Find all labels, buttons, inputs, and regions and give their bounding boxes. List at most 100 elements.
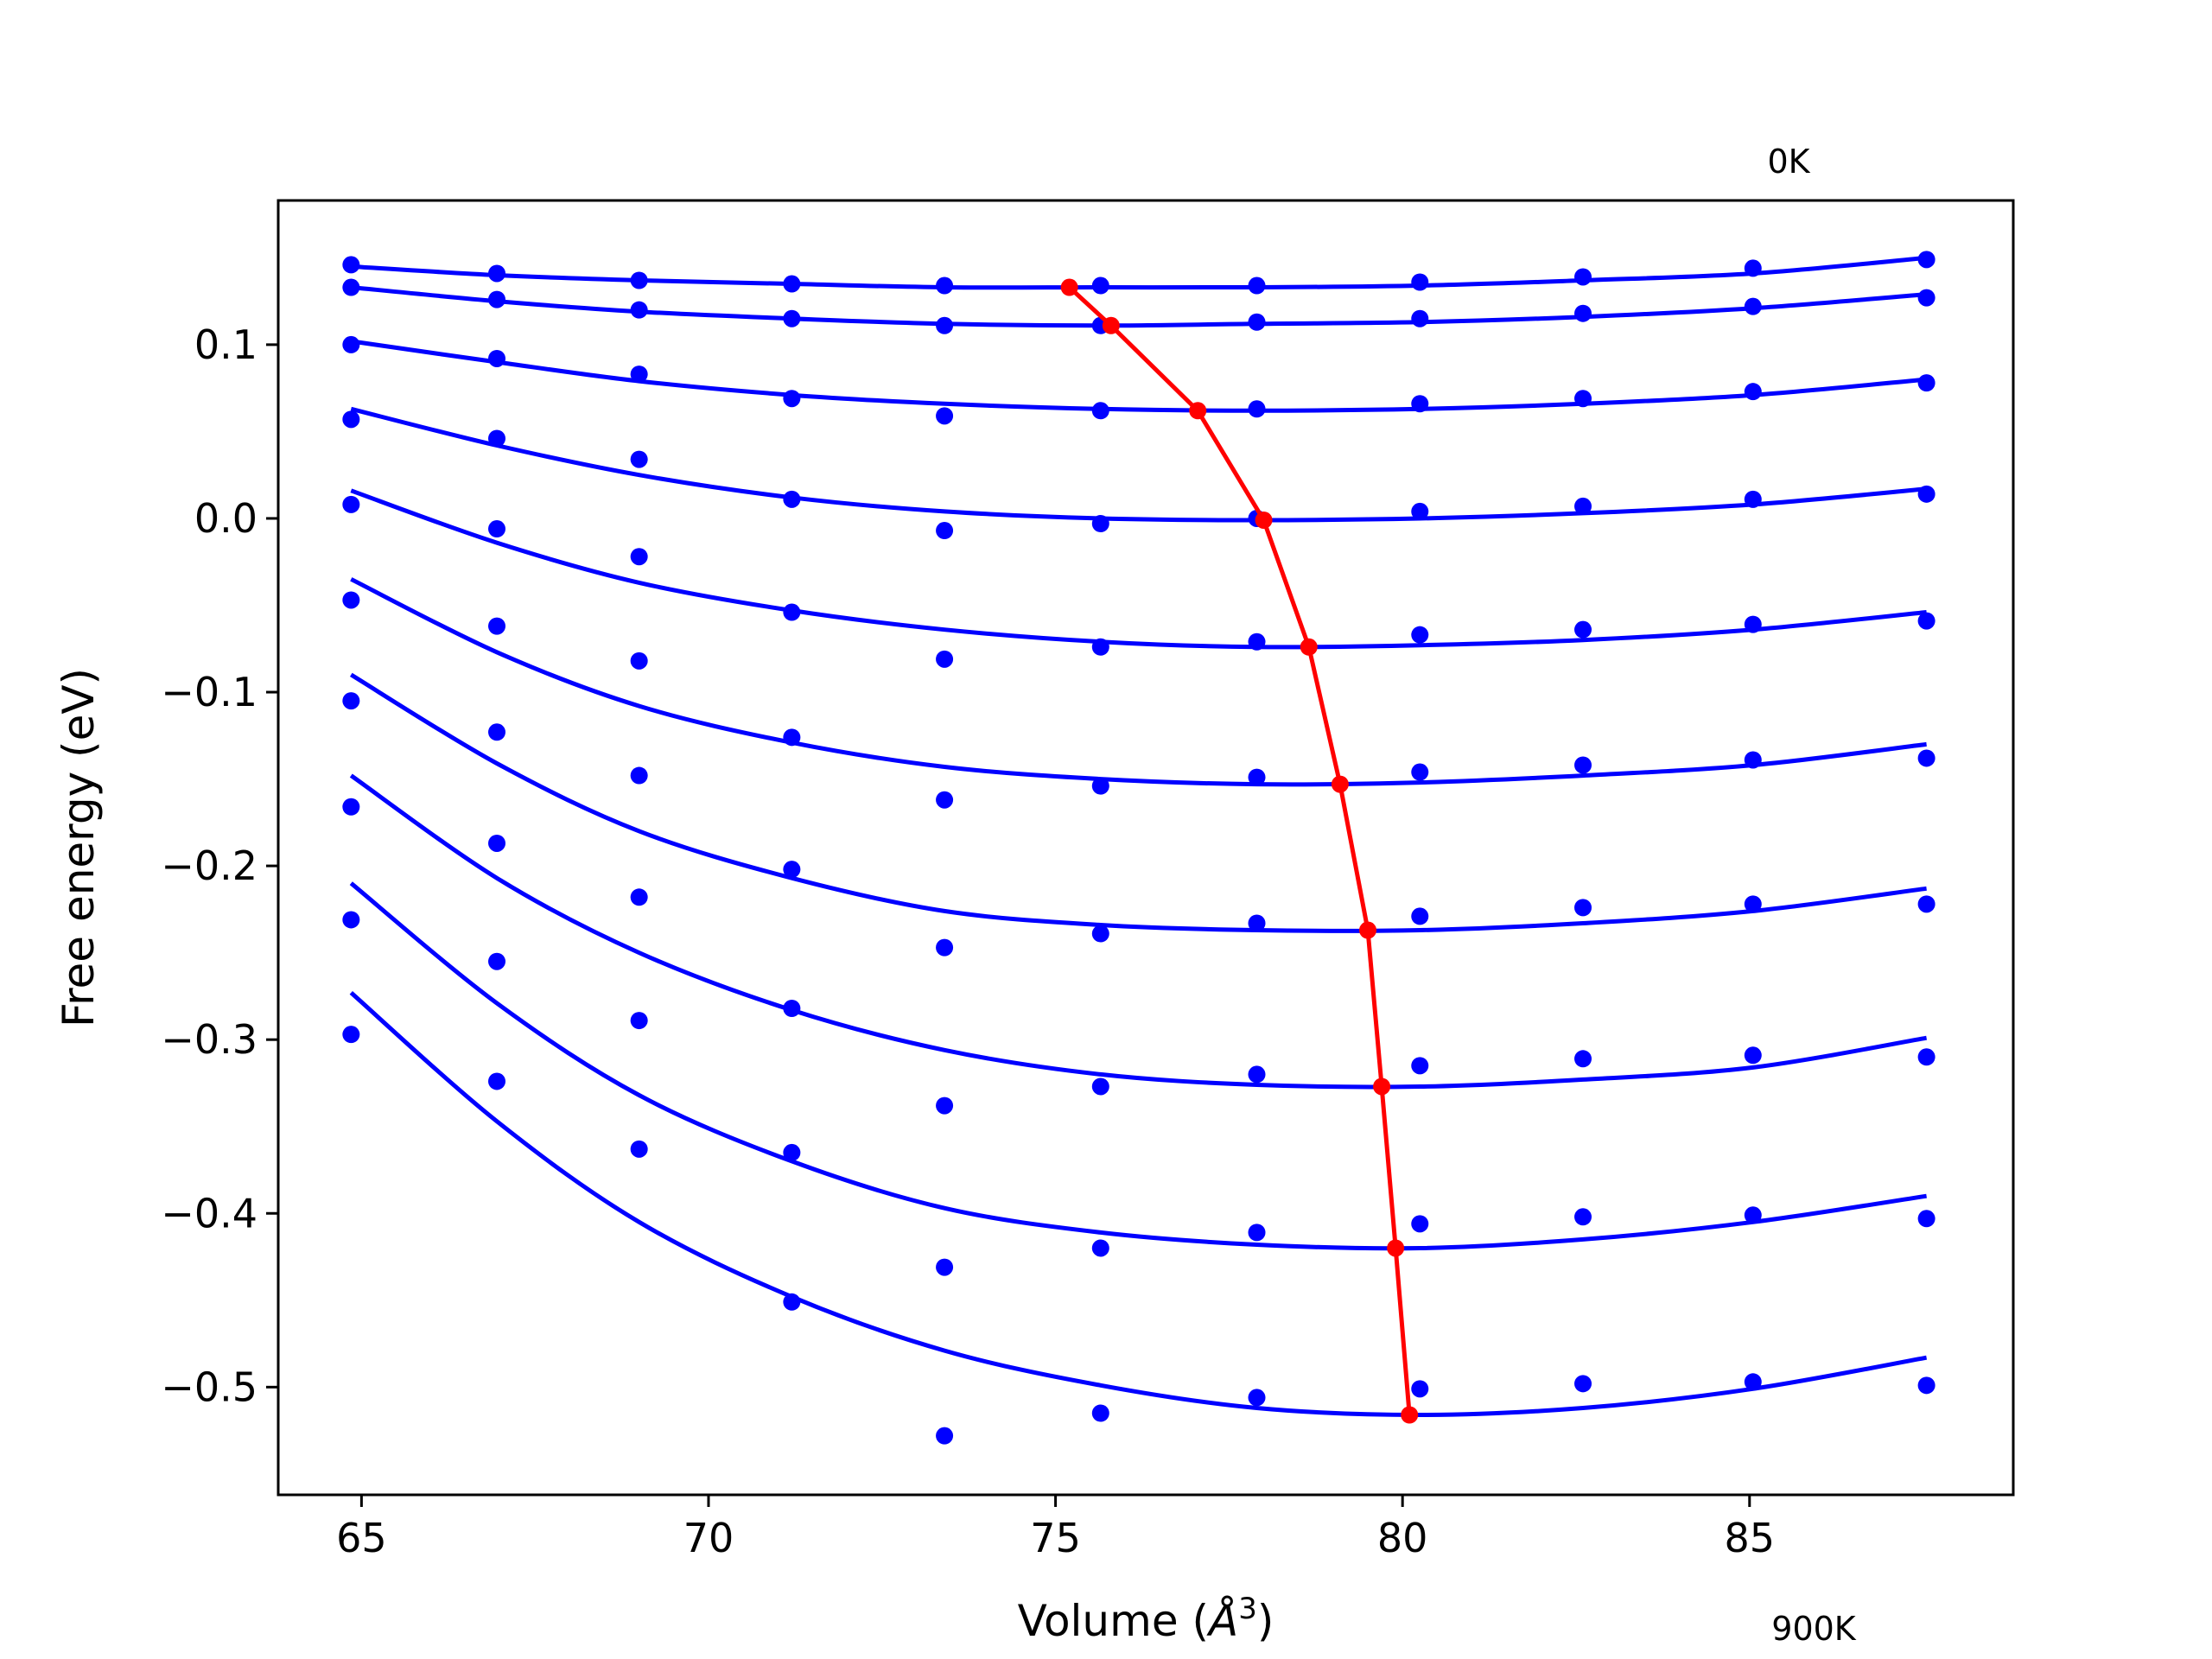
- annotation-0k: 0K: [1767, 143, 1810, 181]
- data-point-8-0: [342, 911, 360, 929]
- data-point-9-3: [783, 1293, 801, 1311]
- data-point-9-5: [1091, 1404, 1109, 1422]
- fit-curve-8: [349, 881, 1927, 1251]
- data-point-0-7: [1411, 273, 1429, 291]
- data-point-6-4: [936, 938, 954, 957]
- data-point-3-7: [1411, 502, 1429, 520]
- data-point-7-10: [1917, 1048, 1936, 1066]
- data-point-2-0: [342, 335, 360, 353]
- data-point-2-7: [1411, 395, 1429, 413]
- data-point-9-6: [1248, 1389, 1266, 1407]
- data-point-9-2: [630, 1140, 648, 1158]
- data-point-5-2: [630, 652, 648, 670]
- data-point-5-6: [1248, 768, 1266, 786]
- data-point-6-9: [1744, 895, 1762, 913]
- data-point-0-0: [342, 256, 360, 274]
- data-point-7-7: [1411, 1057, 1429, 1075]
- minimum-point-6: [1359, 921, 1377, 939]
- data-point-2-2: [630, 365, 648, 384]
- data-point-8-3: [783, 1143, 801, 1161]
- data-point-4-8: [1574, 620, 1592, 639]
- data-point-7-8: [1574, 1050, 1592, 1068]
- data-point-0-8: [1574, 268, 1592, 286]
- data-point-0-6: [1248, 276, 1266, 295]
- data-point-8-2: [630, 1012, 648, 1030]
- data-point-6-10: [1917, 895, 1936, 913]
- data-point-4-4: [936, 650, 954, 668]
- data-point-0-1: [488, 264, 506, 283]
- data-point-5-1: [488, 617, 506, 635]
- data-point-6-1: [488, 723, 506, 741]
- y-tick-label-0: 0.1: [194, 321, 257, 368]
- data-point-8-10: [1917, 1210, 1936, 1228]
- minimum-point-3: [1255, 511, 1273, 529]
- plot-area: [342, 251, 1936, 1445]
- data-point-0-9: [1744, 259, 1762, 277]
- annotation-900k: 900K: [1771, 1610, 1857, 1648]
- data-point-1-4: [936, 316, 954, 334]
- data-point-2-5: [1091, 402, 1109, 420]
- data-point-0-5: [1091, 276, 1109, 295]
- data-point-9-9: [1744, 1373, 1762, 1391]
- data-point-6-0: [342, 692, 360, 710]
- data-point-4-10: [1917, 612, 1936, 630]
- data-point-8-1: [488, 952, 506, 970]
- data-point-1-0: [342, 278, 360, 296]
- data-point-5-10: [1917, 749, 1936, 767]
- y-tick-label-2: −0.1: [161, 669, 257, 715]
- data-point-7-3: [783, 999, 801, 1017]
- data-point-5-9: [1744, 751, 1762, 769]
- data-point-4-5: [1091, 638, 1109, 656]
- data-point-6-8: [1574, 899, 1592, 917]
- x-tick-label-2: 75: [1030, 1515, 1081, 1561]
- data-point-3-4: [936, 522, 954, 540]
- data-point-7-9: [1744, 1046, 1762, 1065]
- data-point-1-1: [488, 290, 506, 308]
- data-point-8-5: [1091, 1239, 1109, 1257]
- data-point-5-0: [342, 591, 360, 609]
- data-point-7-0: [342, 798, 360, 816]
- data-point-6-5: [1091, 925, 1109, 943]
- data-point-0-4: [936, 276, 954, 295]
- data-point-9-1: [488, 1072, 506, 1090]
- data-point-0-2: [630, 271, 648, 289]
- data-point-3-8: [1574, 497, 1592, 515]
- data-point-5-7: [1411, 763, 1429, 781]
- x-axis-label: Volume (Å3): [1018, 1592, 1274, 1646]
- data-point-2-6: [1248, 400, 1266, 418]
- data-point-4-6: [1248, 632, 1266, 651]
- minimum-point-9: [1401, 1406, 1419, 1424]
- data-point-4-7: [1411, 626, 1429, 644]
- minimum-line: [1067, 285, 1412, 1415]
- data-point-7-6: [1248, 1065, 1266, 1084]
- data-point-4-2: [630, 548, 648, 566]
- data-point-3-2: [630, 450, 648, 468]
- data-point-9-8: [1574, 1375, 1592, 1393]
- fit-curve-7: [349, 773, 1928, 1090]
- data-point-9-7: [1411, 1380, 1429, 1398]
- minimum-point-2: [1189, 402, 1207, 420]
- data-point-6-7: [1411, 907, 1429, 925]
- data-point-0-3: [783, 275, 801, 293]
- data-point-4-0: [342, 495, 360, 513]
- data-point-5-5: [1091, 777, 1109, 795]
- y-tick-label-6: −0.5: [161, 1363, 257, 1410]
- minimum-point-4: [1300, 638, 1318, 656]
- minimum-point-8: [1387, 1239, 1405, 1257]
- data-point-3-1: [488, 429, 506, 448]
- data-point-6-2: [630, 766, 648, 785]
- data-point-3-5: [1091, 514, 1109, 532]
- minimum-point-7: [1373, 1077, 1391, 1096]
- data-point-1-10: [1917, 289, 1936, 307]
- data-point-1-7: [1411, 309, 1429, 327]
- data-point-3-3: [783, 490, 801, 508]
- data-point-8-6: [1248, 1224, 1266, 1242]
- fit-curve-9: [349, 991, 1928, 1418]
- data-point-0-10: [1917, 251, 1936, 269]
- x-tick-label-0: 65: [336, 1515, 387, 1561]
- data-point-1-3: [783, 309, 801, 327]
- minimum-point-0: [1060, 278, 1078, 296]
- data-point-7-2: [630, 888, 648, 906]
